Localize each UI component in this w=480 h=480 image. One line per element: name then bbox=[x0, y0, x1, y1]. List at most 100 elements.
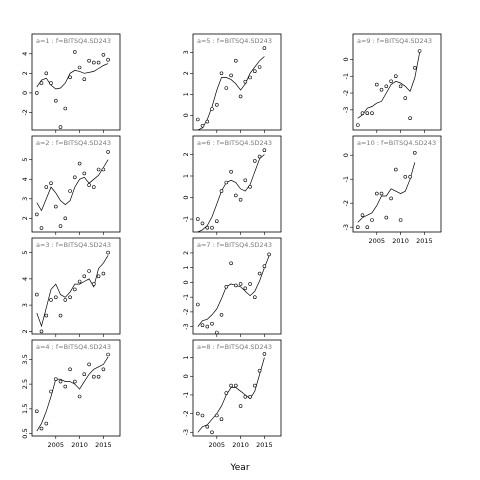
data-point bbox=[234, 193, 238, 198]
panel-frame bbox=[352, 33, 442, 131]
panel-strip-label: a=7 : f=BITSQ4.SD243 bbox=[197, 241, 272, 249]
y-tick-label: -1 bbox=[182, 392, 190, 398]
data-point bbox=[238, 94, 243, 99]
data-point bbox=[262, 264, 267, 269]
x-axis-title: Year bbox=[229, 463, 249, 473]
y-tick-label: -1 bbox=[182, 216, 190, 222]
data-point bbox=[200, 221, 205, 226]
y-tick-label: -2 bbox=[182, 309, 190, 315]
y-tick-label: 2 bbox=[182, 71, 190, 75]
data-point bbox=[44, 185, 49, 189]
y-tick-label: -2 bbox=[182, 410, 190, 416]
data-point bbox=[49, 298, 53, 302]
data-point bbox=[248, 394, 252, 399]
data-point bbox=[393, 167, 398, 172]
data-point bbox=[215, 413, 219, 418]
data-point bbox=[210, 107, 214, 111]
y-tick-label: 2 bbox=[21, 329, 29, 333]
data-point bbox=[210, 225, 214, 230]
y-tick-label: 1 bbox=[182, 174, 190, 178]
data-point bbox=[215, 330, 219, 335]
data-point bbox=[229, 169, 233, 174]
panel-p8: a=8 : f=BITSQ4.SD243 -3 -2 -1 0 1 2005 2010 2015 bbox=[182, 339, 282, 449]
data-point bbox=[39, 329, 44, 334]
data-point bbox=[58, 224, 63, 228]
data-point bbox=[253, 383, 257, 388]
y-tick-label: 0 bbox=[182, 374, 190, 378]
data-point bbox=[92, 374, 96, 379]
y-tick-label: 4 bbox=[21, 52, 29, 56]
data-point bbox=[101, 52, 106, 57]
data-point bbox=[253, 69, 257, 73]
data-point bbox=[374, 191, 379, 196]
data-point bbox=[200, 323, 205, 328]
data-point bbox=[58, 379, 63, 384]
panel-p2: a=2 : f=BITSQ4.SD243 2 3 4 5 bbox=[21, 135, 121, 235]
data-point bbox=[238, 197, 243, 202]
series-line bbox=[357, 162, 416, 223]
data-point bbox=[229, 383, 233, 388]
data-point bbox=[219, 71, 224, 76]
series-line bbox=[36, 63, 109, 90]
panel-frame bbox=[192, 135, 282, 233]
y-tick-label: 0 bbox=[342, 153, 350, 157]
panel-frame bbox=[192, 33, 282, 131]
y-tick-label: 1 bbox=[182, 356, 190, 360]
data-point bbox=[34, 91, 39, 95]
data-point bbox=[403, 96, 408, 100]
y-tick-label: 2 bbox=[182, 152, 190, 156]
data-point bbox=[403, 175, 408, 179]
x-tick-label: 2010 bbox=[232, 441, 249, 449]
data-point bbox=[355, 123, 360, 127]
y-tick-label: -2 bbox=[342, 200, 350, 206]
panel-p4: a=4 : f=BITSQ4.SD243 0.5 1.5 2.5 3.5 2005 2010… bbox=[21, 339, 121, 449]
data-point bbox=[234, 283, 238, 288]
data-point bbox=[39, 81, 44, 85]
data-point bbox=[257, 368, 262, 373]
panel-frame bbox=[31, 237, 121, 335]
data-point bbox=[92, 282, 96, 286]
data-point bbox=[384, 84, 389, 89]
panel-frame bbox=[192, 237, 282, 335]
data-point bbox=[262, 148, 267, 152]
x-tick-label: 2010 bbox=[71, 441, 88, 449]
y-tick-label: 3 bbox=[182, 50, 190, 54]
y-tick-label: -3 bbox=[182, 429, 190, 435]
panel-strip-label: a=4 : f=BITSQ4.SD243 bbox=[36, 343, 111, 351]
y-tick-label: 0 bbox=[21, 91, 29, 95]
data-point bbox=[389, 196, 393, 201]
y-tick-label: 3 bbox=[21, 197, 29, 201]
data-point bbox=[229, 73, 233, 78]
data-point bbox=[238, 282, 243, 286]
y-tick-label: -2 bbox=[342, 90, 350, 96]
data-point bbox=[224, 391, 229, 395]
data-point bbox=[196, 302, 200, 307]
y-tick-label: -3 bbox=[342, 107, 350, 113]
data-point bbox=[58, 125, 63, 129]
data-point bbox=[82, 372, 87, 377]
panel-p6: a=6 : f=BITSQ4.SD243 -1 0 1 2 bbox=[182, 135, 282, 235]
x-tick-label: 2005 bbox=[369, 237, 386, 245]
data-point bbox=[34, 409, 39, 414]
data-point bbox=[58, 313, 63, 318]
series-line bbox=[357, 52, 420, 119]
data-point bbox=[87, 58, 91, 63]
data-point bbox=[257, 65, 262, 69]
panel-frame bbox=[192, 339, 282, 437]
data-point bbox=[196, 217, 200, 221]
data-point bbox=[53, 98, 58, 103]
data-point bbox=[248, 75, 252, 80]
x-tick-label: 2010 bbox=[392, 237, 409, 245]
y-tick-label: -3 bbox=[342, 224, 350, 230]
data-point bbox=[44, 313, 49, 318]
data-point bbox=[219, 312, 224, 317]
x-tick-label: 2005 bbox=[209, 441, 226, 449]
y-tick-label: 1.5 bbox=[21, 404, 29, 414]
data-point bbox=[389, 79, 393, 84]
data-point bbox=[82, 274, 87, 279]
data-point bbox=[196, 117, 200, 122]
y-tick-label: 1 bbox=[182, 266, 190, 270]
panel-strip-label: a=3 : f=BITSQ4.SD243 bbox=[36, 241, 111, 249]
data-point bbox=[229, 261, 233, 266]
